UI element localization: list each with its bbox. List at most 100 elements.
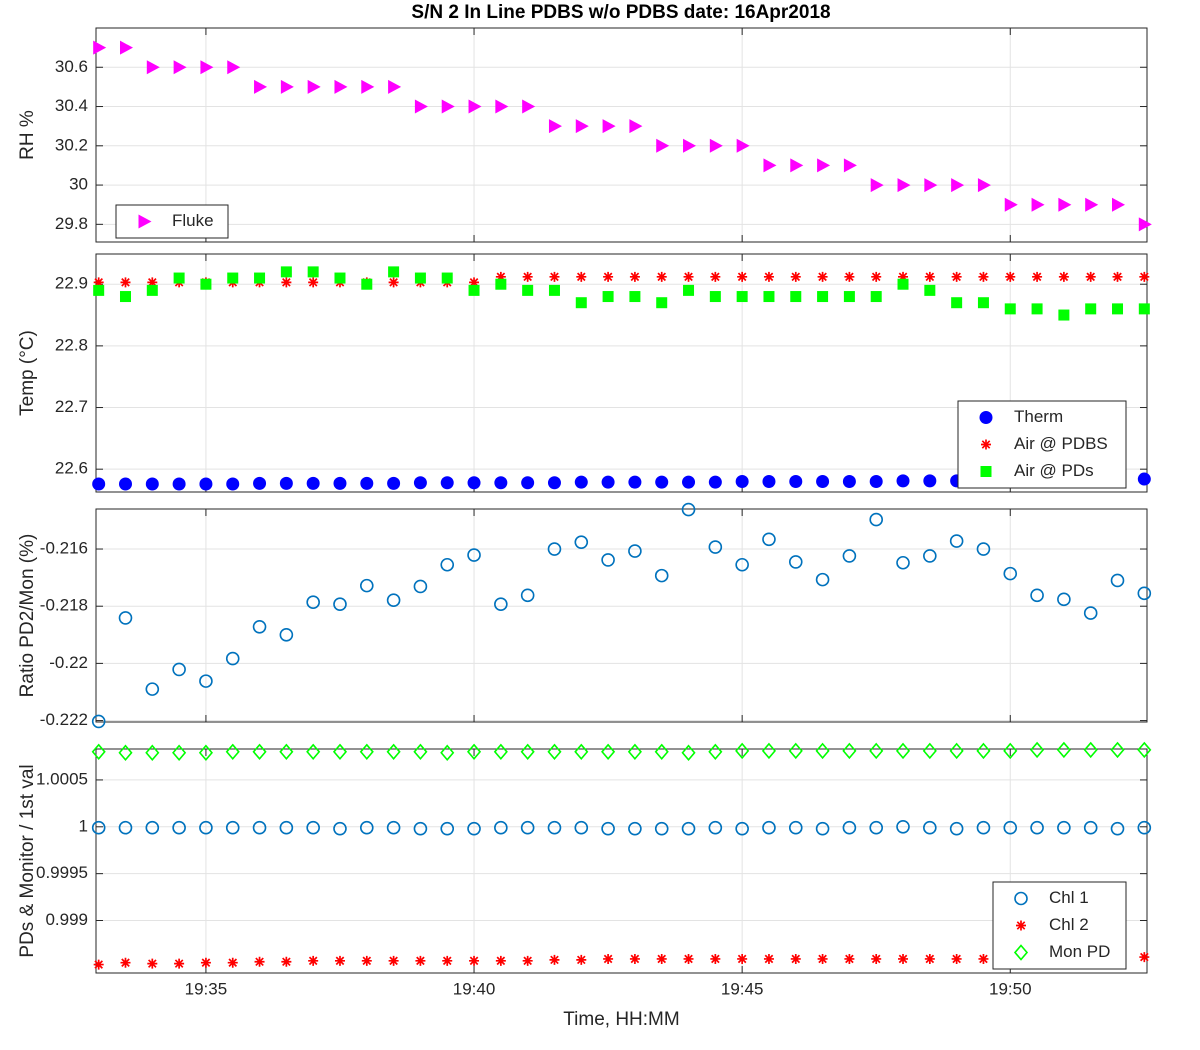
marker-diamond: [91, 743, 106, 761]
marker-circle: [386, 593, 401, 608]
marker-triangle: [709, 138, 723, 153]
marker-dot: [226, 477, 240, 491]
marker-triangle: [1004, 197, 1018, 212]
marker-dot: [145, 477, 159, 491]
marker-circle: [413, 821, 428, 836]
marker-asterisk: [469, 955, 480, 966]
marker-asterisk: [656, 953, 667, 964]
y-tick-label: 22.9: [55, 274, 88, 293]
marker-circle: [654, 568, 669, 583]
legend-label: Air @ PDs: [1014, 461, 1094, 480]
marker-square: [924, 284, 936, 296]
plot-area: [96, 28, 1147, 242]
marker-square: [307, 266, 319, 278]
y-tick-label: -0.216: [40, 539, 88, 558]
plot-area: [96, 509, 1147, 722]
legend-marker: [1016, 920, 1026, 931]
marker-diamond: [466, 743, 482, 761]
marker-asterisk: [844, 953, 855, 964]
marker-dot: [547, 476, 561, 490]
marker-square: [254, 272, 266, 284]
marker-square: [1031, 303, 1043, 315]
marker-square: [602, 291, 614, 303]
y-tick-label: -0.22: [49, 653, 88, 672]
marker-circle: [494, 597, 508, 612]
marker-circle: [681, 821, 696, 836]
marker-asterisk: [1032, 271, 1043, 282]
marker-circle: [359, 578, 374, 593]
marker-diamond: [1137, 741, 1152, 759]
marker-square: [870, 291, 882, 303]
marker-dot: [467, 476, 481, 490]
marker-dot: [440, 476, 454, 490]
legend-label: Mon PD: [1049, 942, 1110, 961]
marker-dot: [762, 475, 776, 489]
marker-dot: [601, 475, 615, 489]
marker-diamond: [172, 744, 187, 761]
marker-square: [1112, 303, 1124, 315]
marker-diamond: [949, 742, 964, 760]
marker-asterisk: [629, 271, 640, 282]
marker-circle: [788, 555, 803, 569]
y-tick-label: 1.0005: [36, 769, 88, 788]
marker-circle: [788, 820, 803, 835]
marker-diamond: [735, 742, 750, 760]
marker-circle: [91, 820, 106, 835]
marker-asterisk: [147, 277, 158, 288]
marker-circle: [896, 819, 910, 834]
marker-square: [977, 297, 989, 309]
marker-square: [1004, 303, 1016, 315]
marker-diamond: [440, 744, 455, 761]
y-tick-label: 22.7: [55, 397, 88, 416]
marker-asterisk: [924, 271, 935, 282]
marker-dot: [1137, 472, 1151, 486]
marker-dot: [574, 475, 588, 489]
marker-triangle: [307, 79, 321, 94]
marker-dot: [172, 477, 186, 491]
marker-asterisk: [308, 955, 319, 966]
marker-circle: [735, 821, 749, 836]
marker-asterisk: [281, 956, 292, 967]
marker-square: [656, 297, 668, 309]
marker-asterisk: [388, 955, 399, 966]
legend: Therm Air @ PDBS Air @ PDs: [957, 400, 1127, 489]
y-tick-label: 30.6: [55, 57, 88, 76]
marker-triangle: [1031, 197, 1045, 212]
marker-asterisk: [817, 271, 828, 282]
marker-asterisk: [576, 271, 587, 282]
y-tick-label: 29.8: [55, 214, 88, 233]
marker-diamond: [976, 742, 991, 760]
marker-asterisk: [844, 271, 855, 282]
y-tick-label: 1: [79, 816, 88, 835]
marker-asterisk: [495, 955, 506, 966]
marker-diamond: [225, 743, 240, 761]
marker-asterisk: [522, 955, 533, 966]
marker-square: [468, 284, 480, 296]
marker-circle: [1110, 573, 1125, 588]
marker-square: [629, 291, 641, 303]
marker-circle: [628, 821, 642, 836]
marker-asterisk: [710, 271, 721, 282]
x-tick-label: 19:50: [989, 979, 1032, 998]
marker-asterisk: [549, 271, 560, 282]
marker-asterisk: [871, 953, 882, 964]
marker-triangle: [843, 158, 857, 173]
marker-circle: [1110, 821, 1125, 836]
marker-square: [897, 278, 909, 290]
marker-circle: [359, 820, 374, 835]
legend-label: Therm: [1014, 407, 1063, 426]
marker-circle: [1057, 592, 1071, 607]
marker-asterisk: [227, 957, 238, 968]
marker-diamond: [1110, 741, 1125, 759]
marker-circle: [547, 820, 562, 835]
marker-asterisk: [469, 277, 480, 288]
marker-asterisk: [200, 957, 211, 968]
marker-diamond: [1030, 741, 1045, 759]
marker-triangle: [361, 79, 375, 94]
marker-circle: [520, 820, 535, 835]
marker-circle: [869, 512, 884, 527]
marker-circle: [1137, 820, 1152, 835]
marker-asterisk: [495, 271, 506, 282]
marker-circle: [574, 820, 589, 835]
